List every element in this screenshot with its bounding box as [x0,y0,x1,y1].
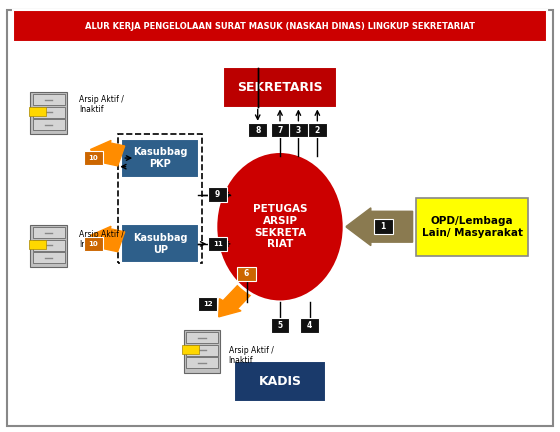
Text: 10: 10 [88,241,98,247]
Text: 9: 9 [215,190,220,199]
FancyBboxPatch shape [234,361,326,402]
FancyBboxPatch shape [300,318,319,333]
FancyBboxPatch shape [7,10,553,426]
FancyBboxPatch shape [30,92,67,134]
Text: OPD/Lembaga
Lain/ Masyarakat: OPD/Lembaga Lain/ Masyarakat [422,216,522,238]
FancyBboxPatch shape [248,123,267,137]
FancyBboxPatch shape [416,197,528,256]
FancyBboxPatch shape [30,225,67,267]
FancyBboxPatch shape [184,330,220,373]
FancyBboxPatch shape [29,107,46,115]
Text: 1: 1 [380,222,386,231]
Text: 10: 10 [88,155,98,161]
Text: 2: 2 [315,126,320,135]
Text: 3: 3 [296,126,301,135]
Text: 11: 11 [213,241,222,247]
Text: Arsip Aktif /
Inaktif: Arsip Aktif / Inaktif [80,95,124,114]
Ellipse shape [216,152,344,302]
Text: Arsip Aktif /
Inaktif: Arsip Aktif / Inaktif [80,230,124,249]
FancyBboxPatch shape [32,227,65,238]
Text: Kasubbag
UP: Kasubbag UP [133,233,188,255]
FancyBboxPatch shape [270,123,290,137]
Text: PETUGAS
ARSIP
SEKRETA
RIAT: PETUGAS ARSIP SEKRETA RIAT [253,204,307,249]
FancyBboxPatch shape [121,139,199,178]
Text: 6: 6 [244,270,249,279]
FancyBboxPatch shape [208,237,227,251]
Text: SEKRETARIS: SEKRETARIS [237,81,323,94]
FancyBboxPatch shape [84,151,103,165]
FancyBboxPatch shape [289,123,308,137]
FancyBboxPatch shape [29,240,46,248]
FancyArrow shape [91,140,125,166]
FancyBboxPatch shape [237,267,256,281]
FancyBboxPatch shape [32,240,65,251]
FancyBboxPatch shape [12,10,548,42]
FancyBboxPatch shape [270,318,290,333]
Text: ALUR KERJA PENGELOLAAN SURAT MASUK (NASKAH DINAS) LINGKUP SEKRETARIAT: ALUR KERJA PENGELOLAAN SURAT MASUK (NASK… [85,22,475,31]
FancyBboxPatch shape [32,94,65,105]
FancyBboxPatch shape [32,119,65,130]
FancyBboxPatch shape [308,123,327,137]
Text: 12: 12 [203,301,212,307]
FancyArrow shape [91,226,125,252]
Text: 5: 5 [277,321,283,330]
FancyArrow shape [346,208,413,246]
FancyBboxPatch shape [208,187,227,202]
FancyBboxPatch shape [198,297,217,311]
FancyBboxPatch shape [121,224,199,264]
FancyBboxPatch shape [84,237,103,251]
FancyBboxPatch shape [186,358,218,368]
Text: 4: 4 [307,321,312,330]
Text: Arsip Aktif /
Inaktif: Arsip Aktif / Inaktif [228,346,274,365]
Text: 7: 7 [277,126,283,135]
FancyBboxPatch shape [32,107,65,118]
FancyArrow shape [219,281,256,317]
Text: 8: 8 [255,126,260,135]
FancyBboxPatch shape [186,345,218,356]
FancyBboxPatch shape [374,219,393,234]
Text: KADIS: KADIS [259,375,301,388]
FancyBboxPatch shape [182,345,199,354]
FancyBboxPatch shape [186,332,218,343]
Text: Kasubbag
PKP: Kasubbag PKP [133,147,188,169]
FancyBboxPatch shape [223,67,337,108]
FancyBboxPatch shape [32,252,65,263]
